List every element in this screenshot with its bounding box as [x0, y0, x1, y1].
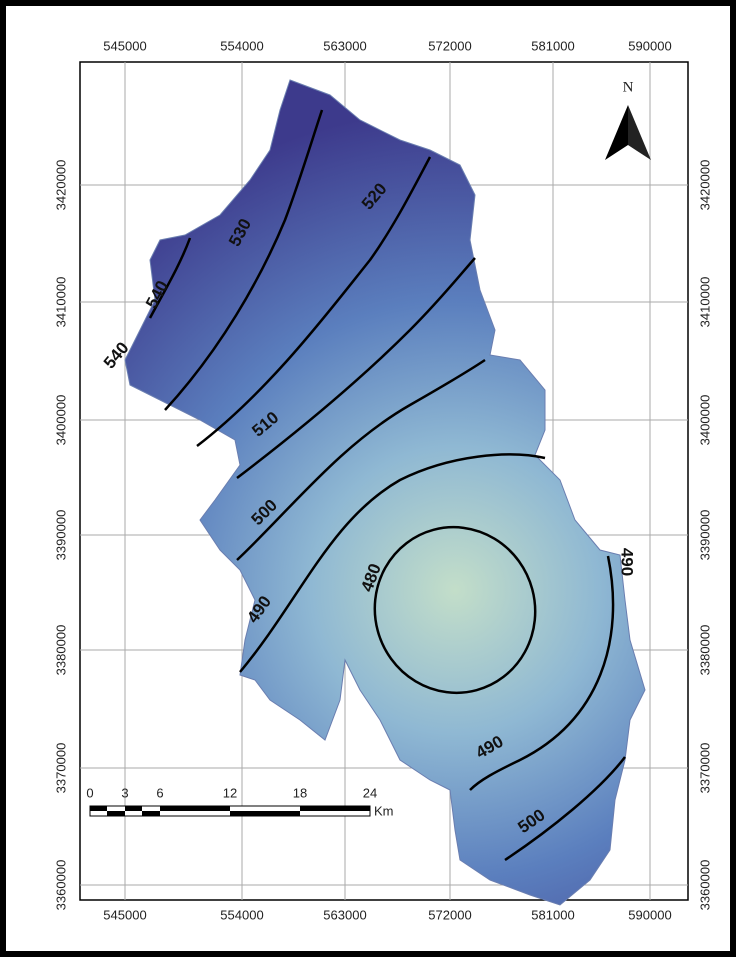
y-label-right: 3410000 — [697, 277, 712, 328]
y-label-left: 3420000 — [53, 160, 68, 211]
scale-bar: Km — [90, 803, 394, 818]
y-label-left: 3410000 — [53, 277, 68, 328]
x-label-bottom: 590000 — [628, 907, 671, 922]
scale-label: 0 — [86, 785, 93, 800]
y-label-left: 3380000 — [53, 625, 68, 676]
scale-segment — [107, 811, 125, 816]
y-label-left: 3360000 — [53, 860, 68, 911]
scale-segment — [125, 806, 142, 811]
scale-label: 18 — [293, 785, 307, 800]
scale-label: 6 — [156, 785, 163, 800]
y-label-right: 3380000 — [697, 625, 712, 676]
scale-label: 24 — [363, 785, 377, 800]
y-label-right: 3420000 — [697, 160, 712, 211]
y-label-left: 3390000 — [53, 510, 68, 561]
contour-label: 490 — [618, 548, 637, 576]
x-label-top: 572000 — [428, 38, 471, 53]
x-label-bottom: 554000 — [220, 907, 263, 922]
scale-unit: Km — [374, 803, 394, 818]
scale-label: 3 — [121, 785, 128, 800]
scale-segment — [142, 811, 160, 816]
y-label-left: 3370000 — [53, 743, 68, 794]
x-label-bottom: 545000 — [103, 907, 146, 922]
y-label-right: 3370000 — [697, 743, 712, 794]
scale-segment — [300, 806, 370, 811]
scale-segment — [160, 806, 230, 811]
x-label-top: 545000 — [103, 38, 146, 53]
north-label: N — [623, 79, 634, 95]
y-label-right: 3390000 — [697, 510, 712, 561]
x-label-top: 581000 — [531, 38, 574, 53]
y-label-right: 3360000 — [697, 860, 712, 911]
x-label-bottom: 563000 — [323, 907, 366, 922]
x-label-bottom: 581000 — [531, 907, 574, 922]
x-label-top: 554000 — [220, 38, 263, 53]
x-label-top: 563000 — [323, 38, 366, 53]
scale-segment — [230, 811, 300, 816]
scale-label: 12 — [223, 785, 237, 800]
y-label-left: 3400000 — [53, 395, 68, 446]
y-label-right: 3400000 — [697, 395, 712, 446]
x-label-top: 590000 — [628, 38, 671, 53]
scale-segment — [90, 806, 107, 811]
x-label-bottom: 572000 — [428, 907, 471, 922]
map-figure: 540540530520510500490480490490500 N Km 5… — [0, 0, 736, 957]
